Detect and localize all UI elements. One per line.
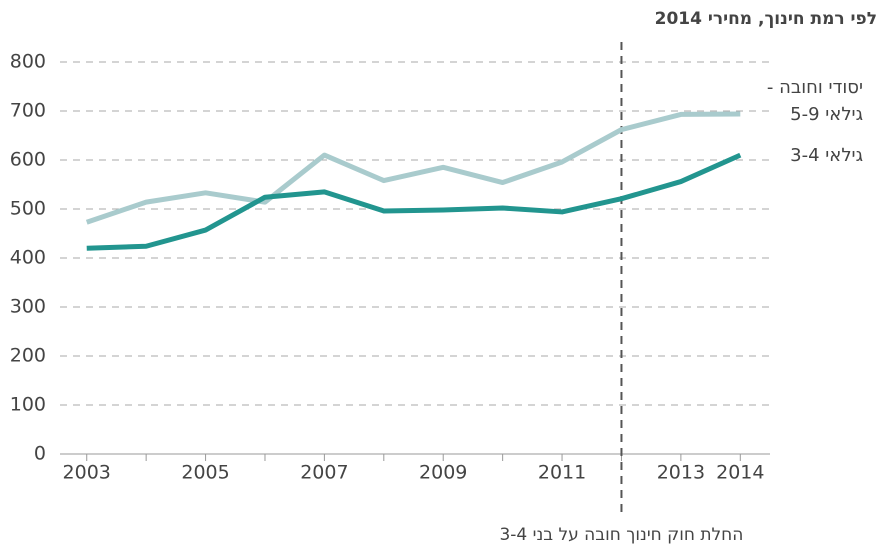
- legend-label: גילאי 3-4: [790, 145, 863, 167]
- x-tick-label: 2009: [419, 462, 467, 484]
- y-tick-label: 300: [10, 296, 46, 318]
- y-tick-label: 700: [10, 100, 46, 122]
- legend-label: יסודי וחובה - גילאי 5-9: [766, 76, 863, 125]
- x-tick-label: 2007: [300, 462, 348, 484]
- chart-title: לפי רמת חינוך, מחירי 2014: [654, 9, 877, 29]
- x-tick-label: 2005: [181, 462, 229, 484]
- y-tick-label: 800: [10, 51, 46, 73]
- x-tick-label: 2013: [657, 462, 705, 484]
- x-tick-label: 2003: [63, 462, 111, 484]
- y-tick-label: 400: [10, 247, 46, 269]
- y-tick-label: 600: [10, 149, 46, 171]
- y-tick-label: 200: [10, 345, 46, 367]
- series-line: [86, 152, 742, 251]
- annotation-text: החלת חוק חינוך חובה על בני 3-4: [499, 525, 744, 545]
- x-tick-label: 2014: [716, 462, 764, 484]
- y-tick-label: 0: [34, 443, 46, 465]
- series-line: [85, 111, 741, 225]
- x-tick-label: 2011: [538, 462, 586, 484]
- y-tick-label: 500: [10, 198, 46, 220]
- y-tick-label: 100: [10, 394, 46, 416]
